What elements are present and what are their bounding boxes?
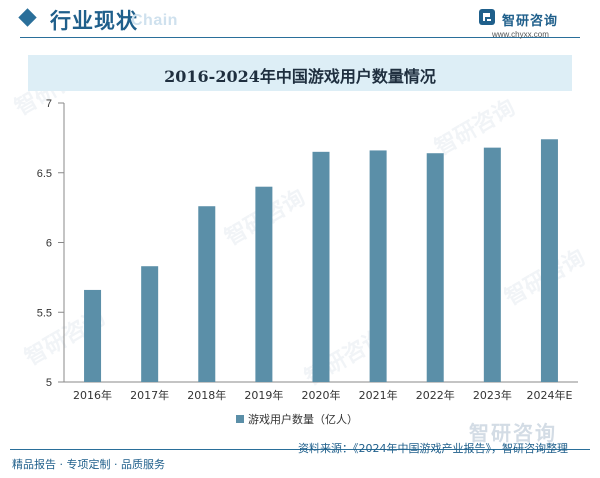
- y-tick-label: 6: [46, 238, 52, 250]
- y-tick-label: 7: [46, 98, 52, 110]
- y-tick-label: 5: [46, 377, 52, 389]
- x-tick-label: 2016年: [73, 388, 112, 402]
- bar: [84, 289, 102, 382]
- bar: [198, 206, 216, 382]
- section-title: 行业现状: [50, 9, 138, 33]
- footer-watermark: 智研咨询: [469, 421, 557, 445]
- brand-logo: 智研咨询 www.chyxx.com: [478, 8, 588, 39]
- chart-title: 2016-2024年中国游戏用户数量情况: [164, 67, 436, 86]
- bar: [255, 186, 273, 382]
- x-tick-label: 2022年: [416, 388, 455, 402]
- logo-name: 智研咨询: [502, 14, 559, 29]
- x-tick-label: 2019年: [244, 388, 283, 402]
- bar: [369, 150, 387, 382]
- bar: [312, 151, 330, 382]
- x-tick-label: 2023年: [473, 388, 512, 402]
- x-tick-label: 2017年: [130, 388, 169, 402]
- x-tick-label: 2020年: [302, 388, 341, 402]
- header-divider: [20, 37, 580, 38]
- chart-title-band: 2016-2024年中国游戏用户数量情况: [28, 55, 572, 91]
- bar: [426, 153, 444, 382]
- section-header: 行业现状 Chain: [0, 0, 600, 40]
- logo-mark-icon: [479, 9, 495, 25]
- data-source: 资料来源：《2024年中国游戏产业报告》，智研咨询整理: [298, 442, 568, 455]
- legend-label: 游戏用户数量（亿人）: [248, 412, 358, 426]
- x-tick-label: 2018年: [187, 388, 226, 402]
- legend-swatch: [236, 415, 244, 423]
- ghost-text: Chain: [131, 12, 178, 29]
- y-tick-label: 6.5: [37, 168, 52, 180]
- y-tick-label: 5.5: [37, 307, 52, 319]
- footer-divider: [10, 449, 590, 450]
- x-tick-label: 2021年: [359, 388, 398, 402]
- bar: [141, 266, 159, 382]
- bar: [540, 139, 558, 382]
- footer-tagline: 精品报告 · 专项定制 · 品质服务: [12, 458, 165, 471]
- x-tick-label: 2024年E: [526, 388, 572, 402]
- bar: [483, 147, 501, 382]
- logo-url: www.chyxx.com: [492, 30, 549, 39]
